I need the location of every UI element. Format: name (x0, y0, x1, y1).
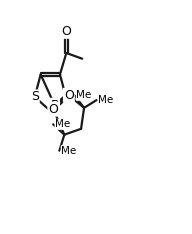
Text: Me: Me (55, 119, 70, 129)
Text: O: O (64, 89, 74, 102)
Text: S: S (31, 91, 39, 103)
Text: O: O (48, 103, 58, 116)
Text: Me: Me (76, 90, 92, 100)
Text: B: B (50, 99, 59, 112)
Text: Me: Me (61, 146, 76, 156)
Text: O: O (61, 25, 71, 38)
Text: Me: Me (98, 95, 114, 105)
